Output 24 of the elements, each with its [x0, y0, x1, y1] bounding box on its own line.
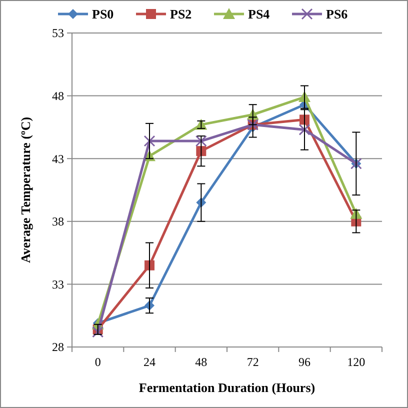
point [144, 260, 154, 270]
point [300, 114, 310, 125]
point [195, 135, 207, 147]
x-tick-label: 0 [94, 355, 101, 369]
point [92, 326, 104, 338]
legend-label: PS4 [248, 6, 270, 22]
legend-label: PS6 [326, 6, 348, 22]
x-tick-label: 96 [298, 355, 310, 369]
x-tick-label: 24 [144, 355, 156, 369]
x-tick-label: 72 [246, 355, 259, 369]
y-tick-label: 43 [52, 152, 64, 166]
y-tick-label: 38 [52, 214, 64, 229]
point [144, 135, 156, 147]
y-tick-label: 33 [52, 277, 64, 292]
point [298, 124, 310, 136]
x-tick-label: 48 [195, 355, 208, 369]
y-axis-title: Average Temperature (ºC) [18, 116, 33, 264]
x-axis-title: Fermentation Duration (Hours) [138, 380, 316, 395]
y-tick-label: 28 [52, 340, 64, 354]
y-tick-label: 53 [52, 26, 64, 40]
legend-label: PS0 [92, 6, 114, 22]
y-tick-label: 48 [52, 89, 64, 103]
legend-label: PS2 [170, 6, 192, 22]
x-tick-label: 120 [347, 355, 366, 369]
